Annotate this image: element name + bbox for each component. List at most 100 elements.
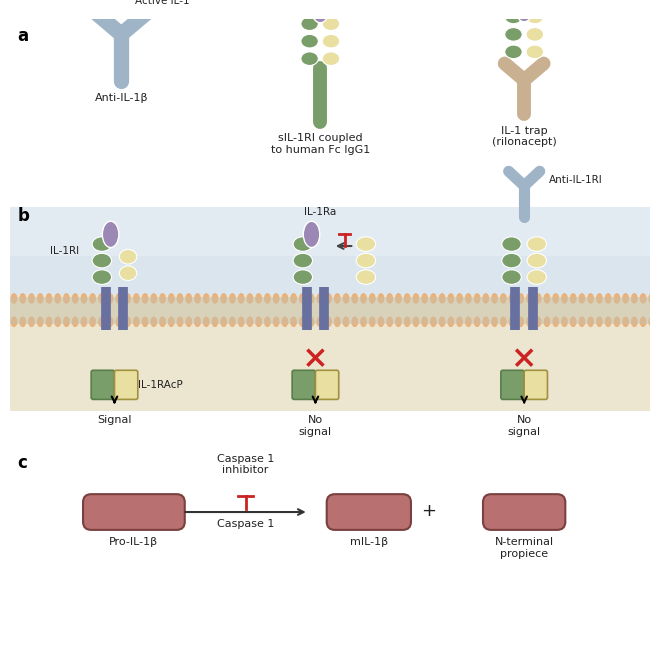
Ellipse shape xyxy=(229,293,236,304)
FancyBboxPatch shape xyxy=(315,370,339,399)
Text: a: a xyxy=(17,26,28,45)
Ellipse shape xyxy=(439,293,446,304)
Ellipse shape xyxy=(46,317,52,327)
Ellipse shape xyxy=(482,293,489,304)
Ellipse shape xyxy=(316,293,323,304)
Ellipse shape xyxy=(447,317,454,327)
Ellipse shape xyxy=(587,317,594,327)
Ellipse shape xyxy=(124,317,131,327)
Ellipse shape xyxy=(72,293,79,304)
Ellipse shape xyxy=(505,28,522,41)
FancyBboxPatch shape xyxy=(91,370,114,399)
Ellipse shape xyxy=(552,293,559,304)
Ellipse shape xyxy=(159,317,166,327)
Ellipse shape xyxy=(89,317,96,327)
Text: Anti-IL-1RI: Anti-IL-1RI xyxy=(549,175,603,185)
Ellipse shape xyxy=(474,317,480,327)
Ellipse shape xyxy=(404,293,411,304)
Ellipse shape xyxy=(614,293,620,304)
Ellipse shape xyxy=(421,293,428,304)
Ellipse shape xyxy=(168,317,175,327)
Text: N-terminal
propiece: N-terminal propiece xyxy=(494,537,554,559)
Ellipse shape xyxy=(502,237,521,251)
Ellipse shape xyxy=(212,317,218,327)
Ellipse shape xyxy=(89,293,96,304)
Ellipse shape xyxy=(247,293,253,304)
Ellipse shape xyxy=(46,293,52,304)
Ellipse shape xyxy=(142,317,148,327)
Ellipse shape xyxy=(360,317,367,327)
Ellipse shape xyxy=(185,293,192,304)
Ellipse shape xyxy=(92,270,112,284)
Ellipse shape xyxy=(395,317,402,327)
Ellipse shape xyxy=(293,253,313,268)
FancyBboxPatch shape xyxy=(524,370,547,399)
Text: Anti-IL-1β: Anti-IL-1β xyxy=(94,92,148,103)
Ellipse shape xyxy=(386,293,393,304)
FancyBboxPatch shape xyxy=(83,494,185,530)
Ellipse shape xyxy=(640,293,647,304)
Text: c: c xyxy=(17,453,27,472)
Ellipse shape xyxy=(517,317,524,327)
Ellipse shape xyxy=(447,293,454,304)
Ellipse shape xyxy=(404,317,411,327)
Ellipse shape xyxy=(28,293,35,304)
Ellipse shape xyxy=(500,293,507,304)
Ellipse shape xyxy=(98,293,105,304)
Ellipse shape xyxy=(37,317,44,327)
Ellipse shape xyxy=(369,317,376,327)
Ellipse shape xyxy=(54,293,61,304)
Ellipse shape xyxy=(133,317,140,327)
Ellipse shape xyxy=(527,253,546,268)
Ellipse shape xyxy=(98,317,105,327)
Text: No
signal: No signal xyxy=(299,415,332,437)
Ellipse shape xyxy=(570,317,577,327)
Ellipse shape xyxy=(293,270,313,284)
Ellipse shape xyxy=(301,52,318,65)
Ellipse shape xyxy=(124,293,131,304)
Ellipse shape xyxy=(11,317,17,327)
Ellipse shape xyxy=(596,293,603,304)
Ellipse shape xyxy=(299,317,306,327)
Ellipse shape xyxy=(505,10,522,24)
Ellipse shape xyxy=(316,317,323,327)
Ellipse shape xyxy=(527,270,546,284)
Ellipse shape xyxy=(421,317,428,327)
Ellipse shape xyxy=(37,293,44,304)
Ellipse shape xyxy=(500,317,507,327)
Ellipse shape xyxy=(185,317,192,327)
Text: b: b xyxy=(17,207,29,225)
Text: IL-1RAcP: IL-1RAcP xyxy=(138,380,183,390)
Ellipse shape xyxy=(322,34,340,48)
Ellipse shape xyxy=(81,293,87,304)
Ellipse shape xyxy=(343,317,349,327)
Ellipse shape xyxy=(378,317,384,327)
Ellipse shape xyxy=(115,317,122,327)
Ellipse shape xyxy=(544,317,550,327)
Ellipse shape xyxy=(115,293,122,304)
Ellipse shape xyxy=(54,317,61,327)
Ellipse shape xyxy=(505,45,522,59)
Ellipse shape xyxy=(526,10,544,24)
Ellipse shape xyxy=(81,317,87,327)
Ellipse shape xyxy=(133,293,140,304)
Ellipse shape xyxy=(622,317,629,327)
Text: IL-1Ra: IL-1Ra xyxy=(304,207,337,217)
Ellipse shape xyxy=(63,293,70,304)
Ellipse shape xyxy=(290,317,297,327)
FancyBboxPatch shape xyxy=(327,494,411,530)
Text: +: + xyxy=(422,502,436,520)
Text: mIL-1β: mIL-1β xyxy=(350,537,388,547)
Ellipse shape xyxy=(281,293,288,304)
Ellipse shape xyxy=(369,293,376,304)
Ellipse shape xyxy=(293,237,313,251)
Text: Caspase 1
inhibitor: Caspase 1 inhibitor xyxy=(217,453,274,475)
Ellipse shape xyxy=(19,317,26,327)
FancyBboxPatch shape xyxy=(114,370,138,399)
Ellipse shape xyxy=(509,293,515,304)
Ellipse shape xyxy=(526,293,533,304)
Ellipse shape xyxy=(273,317,280,327)
Ellipse shape xyxy=(482,317,489,327)
Ellipse shape xyxy=(587,293,594,304)
Ellipse shape xyxy=(517,293,524,304)
